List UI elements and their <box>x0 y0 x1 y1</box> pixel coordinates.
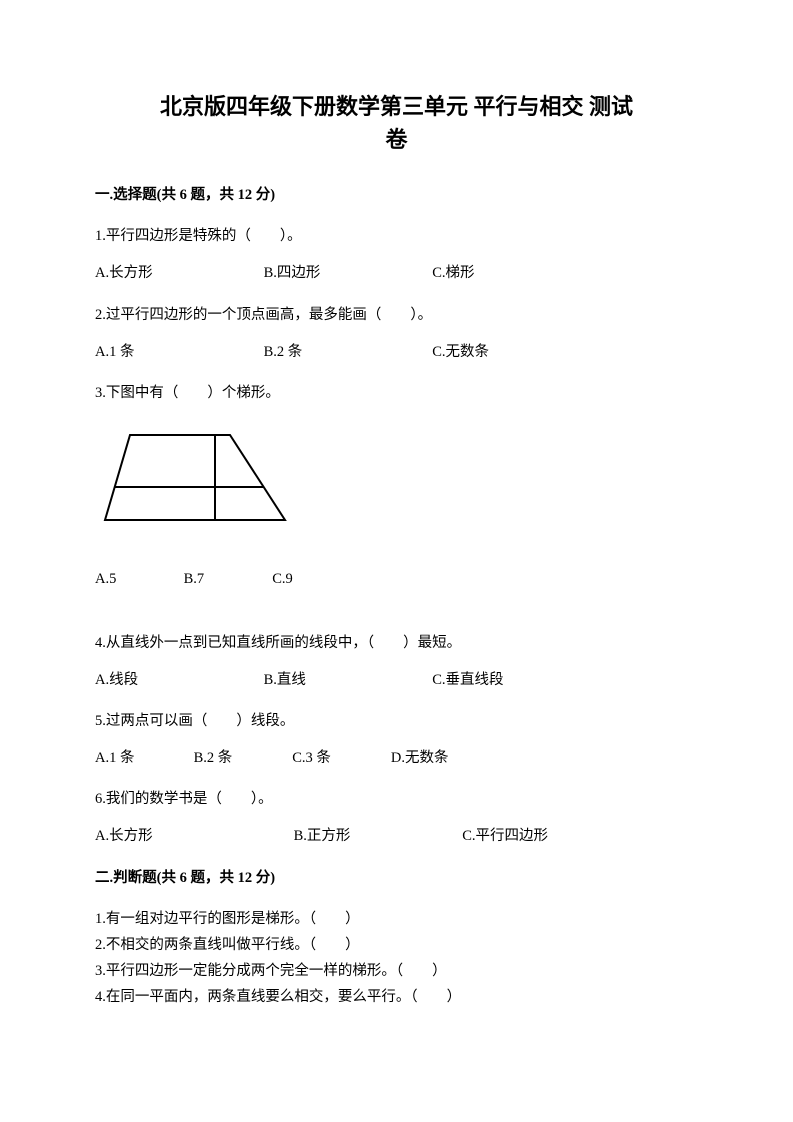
q1-optC: C.梯形 <box>432 262 474 285</box>
judge-4: 4.在同一平面内，两条直线要么相交，要么平行。（ ） <box>95 986 698 1009</box>
q4-text: 4.从直线外一点到已知直线所画的线段中，（ ）最短。 <box>95 632 698 655</box>
question-6: 6.我们的数学书是（ ）。 A.长方形 B.正方形 C.平行四边形 <box>95 788 698 848</box>
q2-optB: B.2 条 <box>264 341 429 364</box>
q2-text: 2.过平行四边形的一个顶点画高，最多能画（ ）。 <box>95 304 698 327</box>
q6-optB: B.正方形 <box>294 825 459 848</box>
title-line1: 北京版四年级下册数学第三单元 平行与相交 测试 <box>160 94 633 119</box>
title-line2: 卷 <box>385 127 407 152</box>
section1-header: 一.选择题(共 6 题，共 12 分) <box>95 184 698 207</box>
q2-optA: A.1 条 <box>95 341 260 364</box>
judge-1: 1.有一组对边平行的图形是梯形。（ ） <box>95 908 698 931</box>
trapezoid-diagram <box>95 425 295 530</box>
q4-options: A.线段 B.直线 C.垂直线段 <box>95 669 698 692</box>
q5-optD: D.无数条 <box>391 747 449 770</box>
trapezoid-outer <box>105 435 285 520</box>
q4-optB: B.直线 <box>264 669 429 692</box>
q3-optC: C.9 <box>272 568 293 591</box>
q3-optA: A.5 <box>95 568 180 591</box>
q5-optB: B.2 条 <box>194 747 289 770</box>
q5-optA: A.1 条 <box>95 747 190 770</box>
question-3: 3.下图中有（ ）个梯形。 A.5 B.7 C.9 <box>95 382 698 592</box>
exam-title: 北京版四年级下册数学第三单元 平行与相交 测试 卷 <box>95 90 698 156</box>
question-1: 1.平行四边形是特殊的（ ）。 A.长方形 B.四边形 C.梯形 <box>95 225 698 285</box>
judge-2: 2.不相交的两条直线叫做平行线。（ ） <box>95 934 698 957</box>
section2-header: 二.判断题(共 6 题，共 12 分) <box>95 867 698 890</box>
q1-text: 1.平行四边形是特殊的（ ）。 <box>95 225 698 248</box>
q6-optA: A.长方形 <box>95 825 290 848</box>
q6-optC: C.平行四边形 <box>462 825 548 848</box>
question-5: 5.过两点可以画（ ）线段。 A.1 条 B.2 条 C.3 条 D.无数条 <box>95 710 698 770</box>
q6-options: A.长方形 B.正方形 C.平行四边形 <box>95 825 698 848</box>
q1-optA: A.长方形 <box>95 262 260 285</box>
q1-optB: B.四边形 <box>264 262 429 285</box>
q3-figure <box>95 425 698 538</box>
judge-3: 3.平行四边形一定能分成两个完全一样的梯形。（ ） <box>95 960 698 983</box>
q4-optC: C.垂直线段 <box>432 669 503 692</box>
q3-text: 3.下图中有（ ）个梯形。 <box>95 382 698 405</box>
q1-options: A.长方形 B.四边形 C.梯形 <box>95 262 698 285</box>
q2-options: A.1 条 B.2 条 C.无数条 <box>95 341 698 364</box>
q2-optC: C.无数条 <box>432 341 489 364</box>
q5-options: A.1 条 B.2 条 C.3 条 D.无数条 <box>95 747 698 770</box>
question-4: 4.从直线外一点到已知直线所画的线段中，（ ）最短。 A.线段 B.直线 C.垂… <box>95 632 698 692</box>
q4-optA: A.线段 <box>95 669 260 692</box>
q6-text: 6.我们的数学书是（ ）。 <box>95 788 698 811</box>
q3-options: A.5 B.7 C.9 <box>95 568 698 591</box>
q5-text: 5.过两点可以画（ ）线段。 <box>95 710 698 733</box>
q3-optB: B.7 <box>184 568 269 591</box>
question-2: 2.过平行四边形的一个顶点画高，最多能画（ ）。 A.1 条 B.2 条 C.无… <box>95 304 698 364</box>
q5-optC: C.3 条 <box>292 747 387 770</box>
